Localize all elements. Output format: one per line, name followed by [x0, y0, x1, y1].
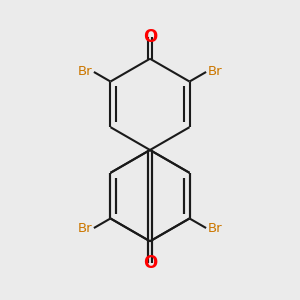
Text: O: O	[143, 28, 157, 46]
Text: Br: Br	[208, 65, 222, 79]
Text: Br: Br	[78, 65, 92, 79]
Text: Br: Br	[208, 221, 222, 235]
Text: O: O	[143, 254, 157, 272]
Text: Br: Br	[78, 221, 92, 235]
